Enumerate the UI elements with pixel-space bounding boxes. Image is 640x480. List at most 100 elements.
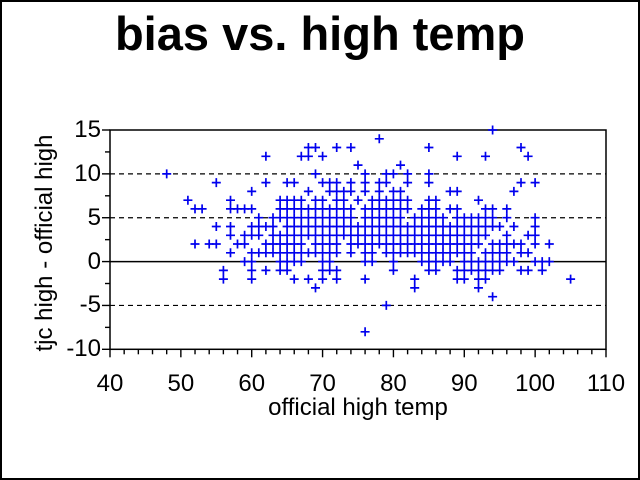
data-point-marker: [495, 222, 505, 231]
data-point-marker: [360, 274, 370, 284]
data-point-marker: [488, 292, 498, 302]
data-point-marker: [509, 186, 519, 196]
data-point-marker: [353, 195, 363, 205]
data-point-marker: [431, 195, 441, 205]
data-point-marker: [303, 186, 313, 196]
data-point-marker: [367, 248, 377, 258]
data-point-marker: [211, 222, 221, 231]
data-point-marker: [509, 257, 519, 267]
x-tick-label: 100: [515, 370, 556, 397]
data-point-marker: [318, 151, 328, 161]
data-point-marker: [523, 265, 533, 275]
data-point-marker: [303, 151, 313, 161]
data-point-marker: [296, 239, 306, 249]
data-point-marker: [211, 239, 221, 249]
data-point-marker: [296, 257, 306, 267]
data-point-marker: [311, 143, 320, 152]
data-point-marker: [247, 257, 257, 267]
data-point-marker: [495, 265, 505, 275]
data-point-marker: [311, 169, 320, 179]
data-point-marker: [289, 178, 299, 188]
data-point-marker: [247, 186, 257, 196]
data-point-marker: [303, 274, 313, 284]
data-point-marker: [254, 213, 264, 223]
data-point-marker: [537, 265, 547, 275]
x-tick-label: 70: [309, 370, 336, 397]
data-point-marker: [396, 160, 405, 170]
data-point-marker: [346, 213, 356, 223]
data-point-marker: [268, 222, 278, 231]
data-point-marker: [332, 265, 342, 275]
data-point-marker: [452, 151, 462, 161]
data-point-marker: [481, 230, 490, 240]
data-point-marker: [452, 204, 462, 214]
data-point-marker: [339, 195, 349, 205]
data-point-marker: [523, 248, 533, 258]
data-point-marker: [530, 222, 540, 231]
data-point-marker: [346, 204, 356, 214]
data-point-marker: [445, 257, 455, 267]
data-point-marker: [452, 186, 462, 196]
chart-title: bias vs. high temp: [114, 7, 526, 60]
data-point-marker: [381, 178, 391, 188]
data-point-marker: [502, 230, 512, 240]
data-point-marker: [240, 239, 250, 249]
data-point-marker: [530, 178, 540, 188]
data-point-marker: [190, 239, 200, 249]
data-point-marker: [353, 160, 363, 170]
x-tick-label: 40: [96, 370, 124, 397]
data-point-marker: [530, 239, 540, 249]
data-point-marker: [388, 265, 398, 275]
data-point-marker: [197, 204, 207, 214]
data-point-marker: [474, 283, 483, 293]
data-point-marker: [403, 169, 413, 179]
data-point-marker: [247, 265, 257, 275]
data-point-marker: [474, 239, 483, 249]
x-tick-label: 110: [586, 370, 626, 397]
data-point-marker: [488, 204, 498, 214]
data-point-marker: [502, 248, 512, 258]
data-point-marker: [311, 283, 320, 293]
data-point-marker: [360, 178, 370, 188]
data-point-marker: [438, 213, 448, 223]
data-point-marker: [332, 239, 342, 249]
data-point-marker: [332, 274, 342, 284]
data-point-marker: [282, 265, 292, 275]
data-point-marker: [396, 213, 405, 223]
data-point-marker: [226, 222, 235, 231]
x-tick-label: 50: [167, 370, 195, 397]
data-point-marker: [516, 178, 526, 188]
data-point-marker: [346, 186, 356, 196]
data-point-marker: [332, 248, 342, 258]
data-point-marker: [254, 230, 264, 240]
data-point-marker: [162, 169, 172, 179]
data-point-marker: [544, 257, 554, 267]
data-point-marker: [509, 222, 519, 231]
data-point-marker: [226, 248, 235, 258]
data-point-marker: [332, 178, 342, 188]
data-point-marker: [410, 283, 420, 293]
data-point-marker: [226, 195, 235, 205]
data-point-marker: [431, 265, 441, 275]
data-point-marker: [346, 143, 356, 152]
data-point-marker: [226, 230, 235, 240]
y-tick-label: 10: [74, 159, 101, 187]
data-point-marker: [410, 274, 420, 284]
y-tick-label: -5: [79, 291, 101, 319]
data-point-marker: [218, 274, 228, 284]
data-point-marker: [424, 169, 434, 179]
data-point-marker: [488, 125, 498, 135]
data-point-marker: [367, 257, 377, 267]
data-point-marker: [474, 195, 483, 205]
data-point-marker: [381, 300, 391, 310]
data-point-marker: [481, 151, 490, 161]
data-point-marker: [388, 257, 398, 267]
x-axis-title: official high temp: [268, 394, 448, 421]
data-point-marker: [502, 213, 512, 223]
data-point-marker: [459, 274, 469, 284]
data-point-marker: [530, 230, 540, 240]
data-point-marker: [516, 239, 526, 249]
data-point-marker: [516, 143, 526, 152]
data-point-marker: [318, 195, 328, 205]
